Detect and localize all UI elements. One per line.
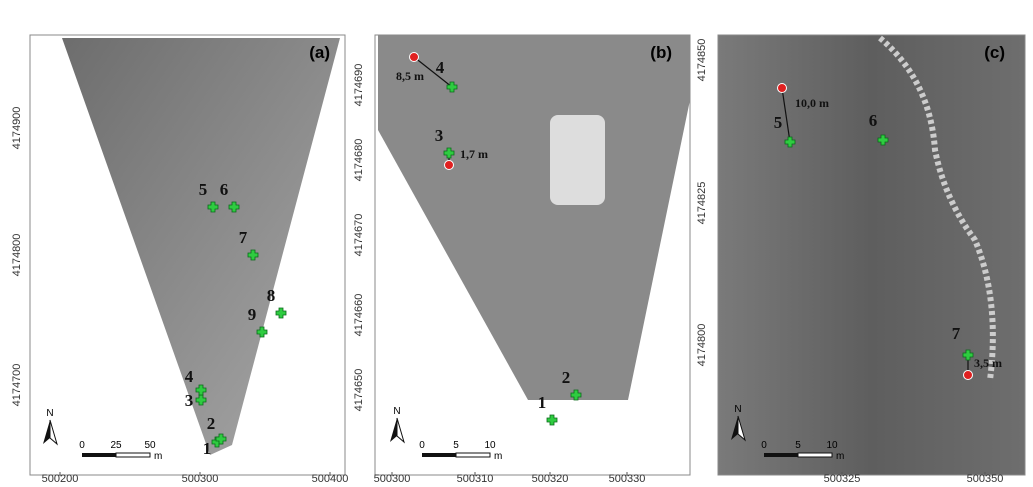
x-tick-label: 500310 <box>457 473 494 485</box>
scale-label: 0 <box>79 440 85 451</box>
x-tick-label: 500330 <box>609 473 646 485</box>
y-tick-label: 4174800 <box>696 324 708 367</box>
truck <box>550 115 605 205</box>
distance-label: 10,0 m <box>795 96 829 110</box>
reference-point <box>410 53 419 62</box>
y-tick-label: 4174825 <box>696 182 708 225</box>
point-label: 2 <box>207 414 216 433</box>
x-tick-label: 500200 <box>42 473 79 485</box>
scale-unit: m <box>836 451 844 462</box>
point-label: 4 <box>185 367 194 386</box>
scale-label: 25 <box>110 440 122 451</box>
x-tick-label: 500325 <box>824 473 861 485</box>
panel-label: (b) <box>650 43 672 62</box>
y-tick-label: 4174690 <box>353 64 365 107</box>
distance-label: 3,5 m <box>974 356 1002 370</box>
north-label: N <box>46 408 53 419</box>
x-tick-label: 500300 <box>374 473 411 485</box>
y-tick-label: 4174800 <box>11 234 23 277</box>
point-label: 1 <box>203 439 212 458</box>
scale-label: 5 <box>453 440 459 451</box>
scale-label: 10 <box>484 440 496 451</box>
y-tick-label: 4174670 <box>353 214 365 257</box>
point-label: 5 <box>199 180 208 199</box>
x-tick-label: 500320 <box>532 473 569 485</box>
reference-point <box>445 161 454 170</box>
point-label: 2 <box>562 368 571 387</box>
y-tick-label: 4174660 <box>353 294 365 337</box>
point-label: 3 <box>185 391 194 410</box>
x-tick-label: 500350 <box>967 473 1004 485</box>
panel-label: (c) <box>984 43 1005 62</box>
reference-point <box>964 371 973 380</box>
figure: (a)5002005003005004004174700417480041749… <box>0 0 1033 487</box>
y-tick-label: 4174850 <box>696 39 708 82</box>
y-tick-label: 4174900 <box>11 107 23 150</box>
y-tick-label: 4174700 <box>11 364 23 407</box>
point-label: 6 <box>220 180 229 199</box>
scale-label: 0 <box>419 440 425 451</box>
point-label: 4 <box>436 58 445 77</box>
point-label: 9 <box>248 305 257 324</box>
scale-bar <box>422 453 456 457</box>
y-tick-label: 4174680 <box>353 139 365 182</box>
point-label: 5 <box>774 113 783 132</box>
north-label: N <box>734 404 741 415</box>
panel-label: (a) <box>309 43 330 62</box>
point-label: 7 <box>239 228 248 247</box>
point-label: 1 <box>538 393 547 412</box>
point-label: 7 <box>952 324 961 343</box>
reference-point <box>778 84 787 93</box>
scale-label: 0 <box>761 440 767 451</box>
image-c <box>718 35 1025 475</box>
scale-label: 5 <box>795 440 801 451</box>
scale-bar <box>764 453 798 457</box>
scale-unit: m <box>154 451 162 462</box>
point-label: 8 <box>267 286 276 305</box>
point-label: 6 <box>869 111 878 130</box>
north-label: N <box>393 406 400 417</box>
y-tick-label: 4174650 <box>353 369 365 412</box>
scale-label: 50 <box>144 440 156 451</box>
x-tick-label: 500400 <box>312 473 349 485</box>
scale-label: 10 <box>826 440 838 451</box>
point-label: 3 <box>435 126 444 145</box>
panel-frames <box>30 35 1025 475</box>
scale-bar <box>82 453 116 457</box>
distance-label: 1,7 m <box>460 147 488 161</box>
scale-bar <box>456 453 490 457</box>
scale-bar <box>798 453 832 457</box>
scale-bar <box>116 453 150 457</box>
distance-label: 8,5 m <box>396 69 424 83</box>
x-tick-label: 500300 <box>182 473 219 485</box>
scale-unit: m <box>494 451 502 462</box>
